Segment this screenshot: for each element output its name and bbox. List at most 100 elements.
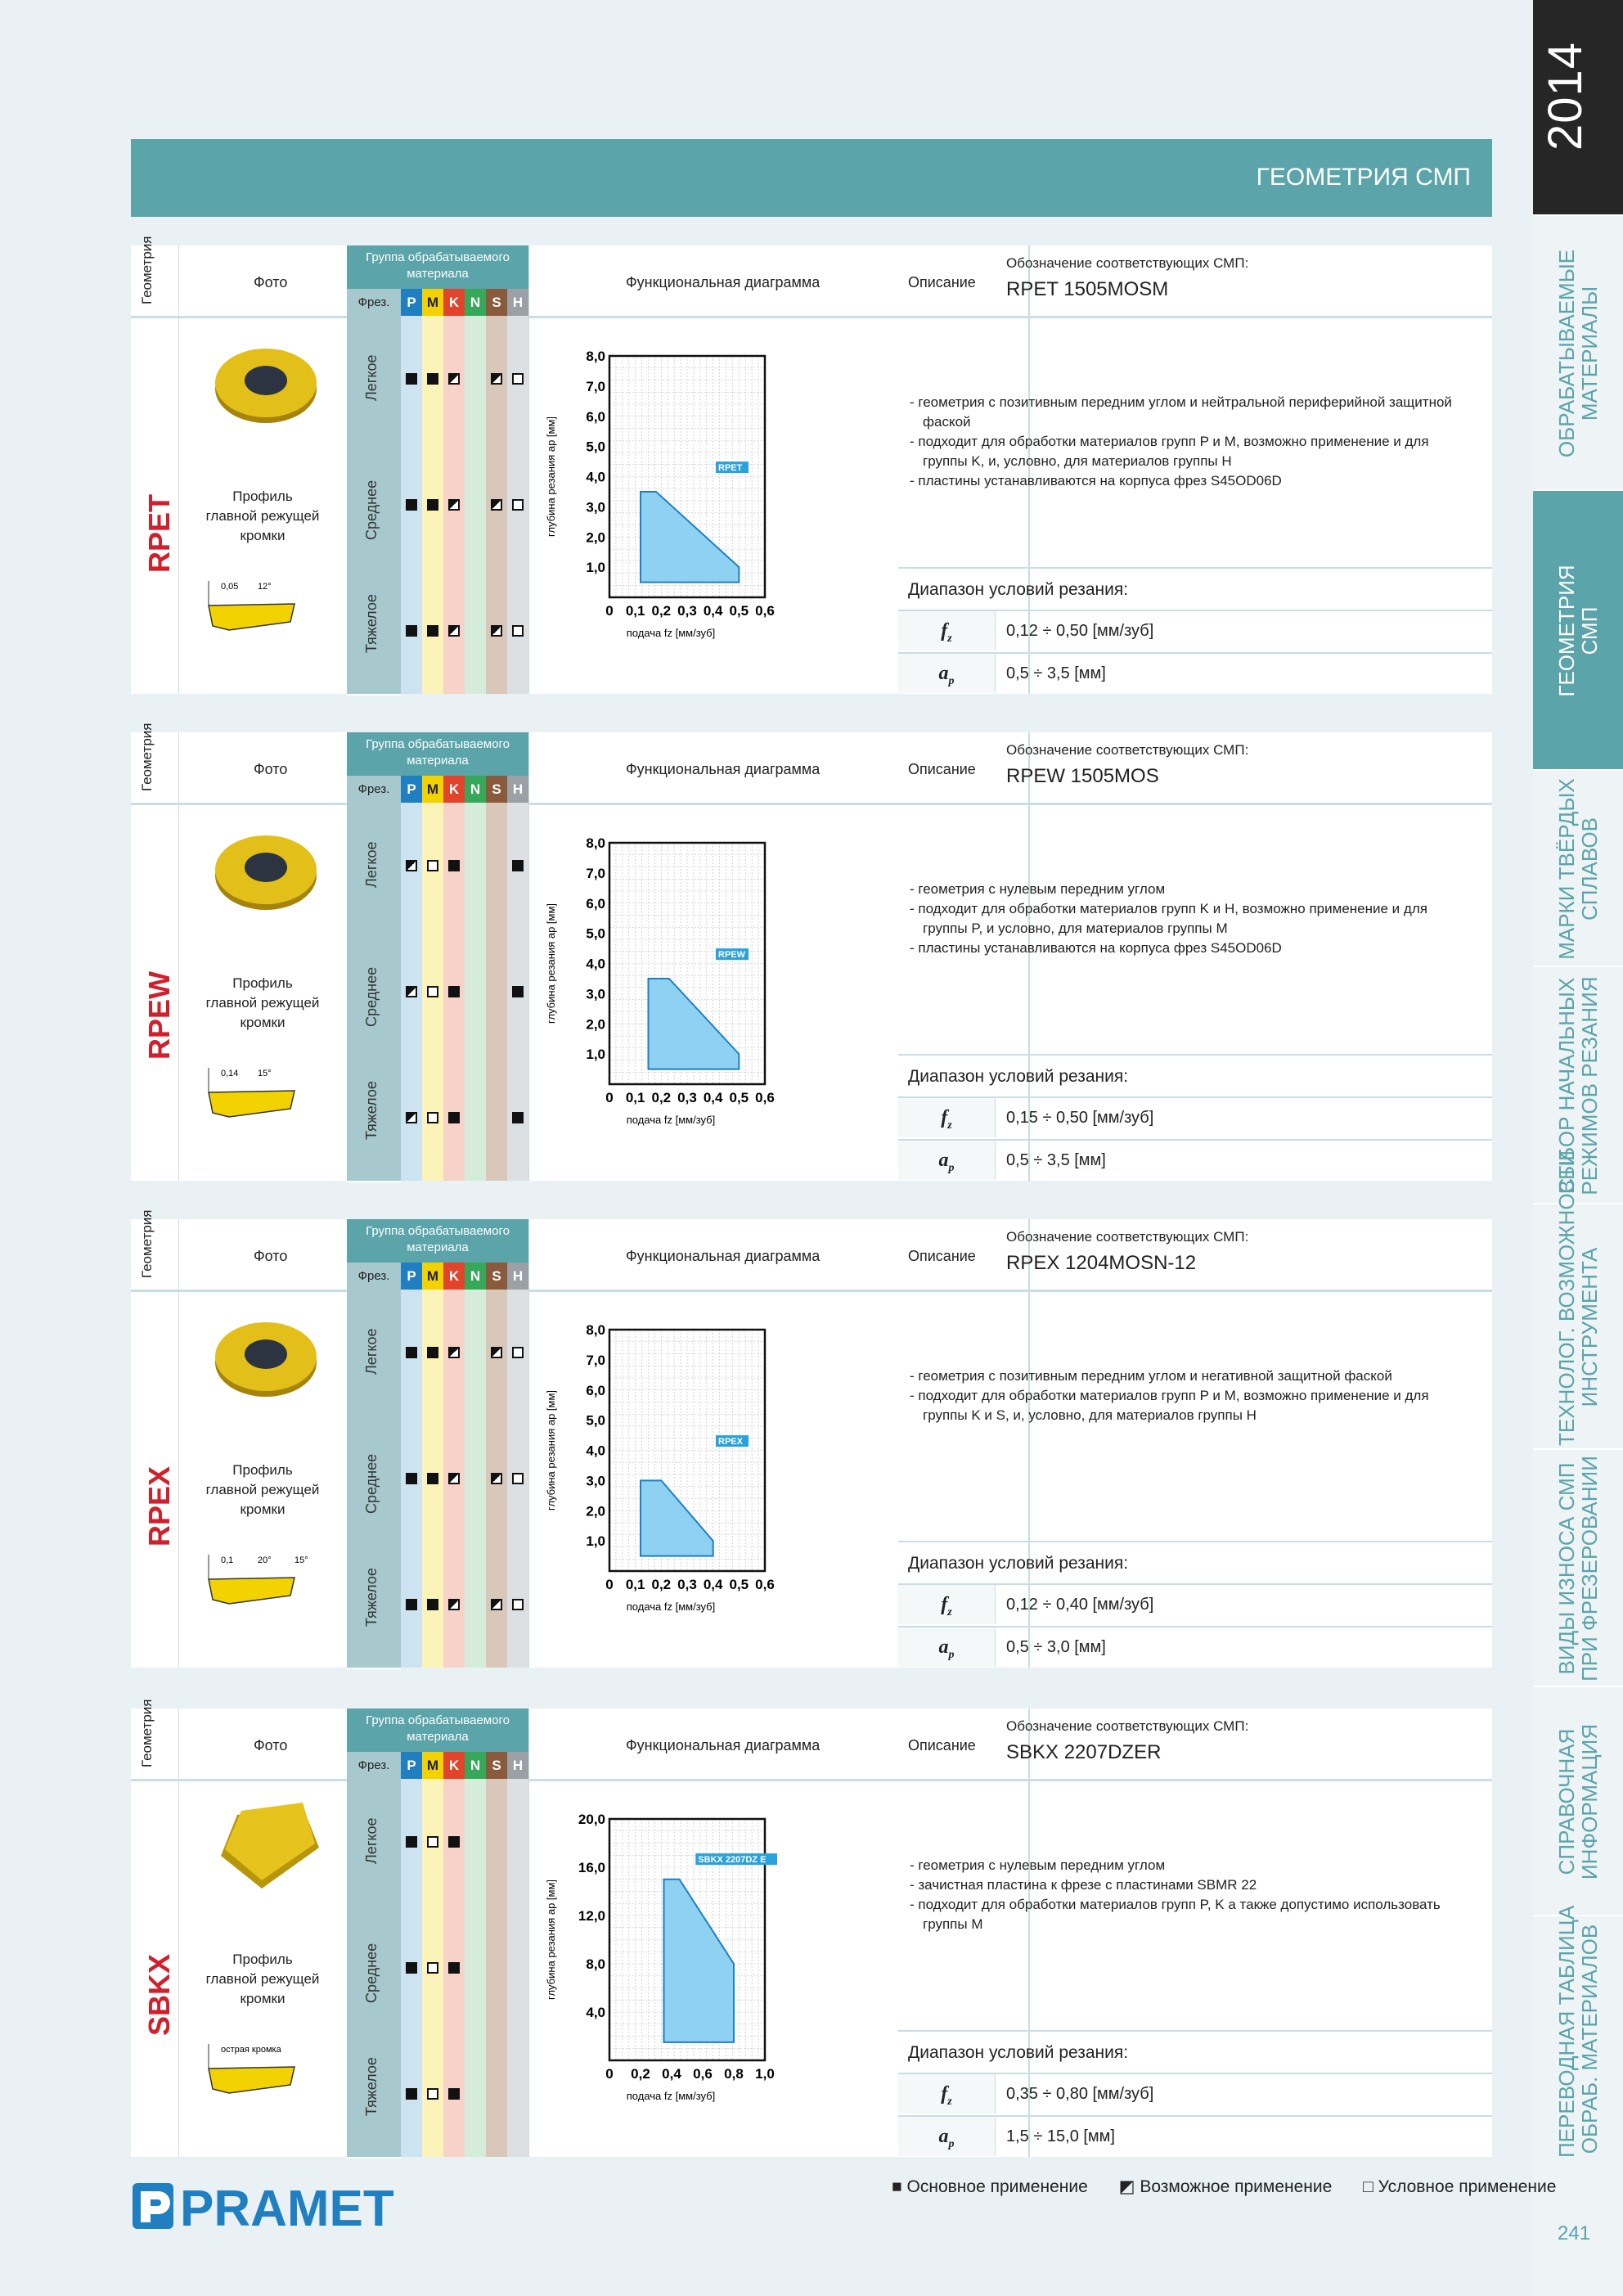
insert-photo xyxy=(205,1799,327,1901)
mode-0: Легкое xyxy=(347,1290,401,1417)
y-tick-label: 8,0 xyxy=(586,349,605,364)
side-tab-1[interactable]: ГЕОМЕТРИЯ СМП xyxy=(1533,489,1623,771)
series-label-bg xyxy=(716,461,749,474)
side-tab-4[interactable]: ТЕХНОЛОГ. ВОЗМОЖНОСТИ ИНСТРУМЕНТА xyxy=(1533,1150,1623,1450)
insert-block-rpex: Геометрия RPEX Профиль главной режущей к… xyxy=(131,1210,1492,1669)
applicability-possible xyxy=(491,1599,502,1610)
ap-symbol: ap xyxy=(898,1141,996,1180)
side-tab-label: МАРКИ ТВЁРДЫХ СПЛАВОВ xyxy=(1554,778,1602,960)
mode-0: Легкое xyxy=(347,316,401,443)
edge-profile-drawing: острая кромка xyxy=(196,2036,319,2122)
group-stripe-N xyxy=(465,803,486,1181)
logo-text: PRAMET xyxy=(180,2181,394,2234)
geometry-code: SBKX xyxy=(142,1953,176,2036)
applicability-conditional xyxy=(427,1962,438,1974)
functional-diagram: RPEX 0 0,1 0,2 0,3 0,4 0,5 0,6 1,0 2,0 3,0 4,0 5,0 6,… xyxy=(545,1322,775,1613)
insert-block-rpew: Геометрия RPEW Профиль главной режущей к… xyxy=(131,723,1492,1182)
x-tick-label: 0,5 xyxy=(730,1577,749,1592)
x-tick-label: 0,4 xyxy=(704,1577,723,1592)
ap-row: ap 1,5 ÷ 15,0 [мм] xyxy=(898,2117,1492,2156)
applicability-possible xyxy=(448,499,460,511)
side-tab-7[interactable]: ПЕРЕВОДНАЯ ТАБЛИЦА ОБРАБ. МАТЕРИАЛОВ xyxy=(1533,1906,1623,2162)
mode-label: Тяжелое xyxy=(363,1081,380,1140)
applicability-conditional xyxy=(427,860,438,871)
description-list: - геометрия с нулевым передним углом - по… xyxy=(910,880,1474,958)
applicability-conditional xyxy=(427,2088,438,2100)
ap-symbol: ap xyxy=(898,1627,996,1667)
group-stripe-S xyxy=(486,1779,507,2157)
fz-value: 0,15 ÷ 0,50 [мм/зуб] xyxy=(1006,1109,1154,1127)
milling-label: Фрез. xyxy=(347,289,401,316)
applicability-primary xyxy=(406,499,417,511)
side-tab-0[interactable]: ОБРАБАТЫВАЕМЫЕ МАТЕРИАЛЫ xyxy=(1533,214,1623,491)
series-label: RPEW xyxy=(718,950,746,960)
designation-label: Обозначение соответствующих СМП: xyxy=(1006,1718,1249,1734)
applicability-conditional xyxy=(427,986,438,997)
block-header xyxy=(131,1708,1492,1781)
group-header: Группа обрабатываемого материала xyxy=(347,1708,528,1752)
divider xyxy=(898,2115,1492,2117)
x-tick-label: 0,3 xyxy=(677,1090,697,1105)
series-label-bg xyxy=(716,1435,749,1447)
side-tab-2[interactable]: МАРКИ ТВЁРДЫХ СПЛАВОВ xyxy=(1533,769,1623,967)
applicability-primary xyxy=(512,986,524,997)
side-tab-label: ВИДЫ ИЗНОСА СМП ПРИ ФРЕЗЕРОВАНИИ xyxy=(1554,1456,1602,1681)
insert-code: RPEX 1204MOSN-12 xyxy=(1006,1252,1197,1274)
group-stripe-S xyxy=(486,803,507,1181)
y-tick-label: 1,0 xyxy=(586,1047,605,1062)
applicability-primary xyxy=(512,1112,524,1123)
group-N: N xyxy=(465,1263,486,1290)
group-H: H xyxy=(507,289,528,316)
divider xyxy=(898,610,1492,611)
profile-label: Профиль главной режущей кромки xyxy=(205,975,320,1030)
applicability-primary xyxy=(427,1347,438,1358)
applicability-primary xyxy=(406,373,417,385)
pramet-logo: PRAMET xyxy=(131,2177,401,2238)
geometry-column: Геометрия RPEW xyxy=(131,723,179,1181)
description-item: - геометрия с нулевым передним углом xyxy=(910,881,1166,897)
divider xyxy=(898,1541,1492,1542)
mode-1: Среднее xyxy=(347,1416,401,1543)
insert-code: SBKX 2207DZER xyxy=(1006,1741,1162,1763)
legend-conditional: □ Условное применение xyxy=(1363,2177,1557,2196)
x-axis-label: подача fz [мм/зуб] xyxy=(627,627,715,639)
side-tab-6[interactable]: СПРАВОЧНАЯ ИНФОРМАЦИЯ xyxy=(1533,1686,1623,1916)
side-tab-3[interactable]: ВЫБОР НАЧАЛЬНЫХ РЕЖИМОВ РЕЗАНИЯ xyxy=(1533,966,1623,1204)
x-tick-label: 0,6 xyxy=(755,603,775,619)
x-tick-label: 0,3 xyxy=(677,1577,697,1592)
divider xyxy=(898,652,1492,654)
applicability-primary xyxy=(448,1112,460,1123)
x-tick-label: 0,2 xyxy=(652,1577,672,1592)
y-tick-label: 4,0 xyxy=(586,957,605,972)
group-header: Группа обрабатываемого материала xyxy=(347,732,528,776)
applicability-possible xyxy=(491,1473,502,1484)
ap-row: ap 0,5 ÷ 3,5 [мм] xyxy=(898,654,1492,693)
applicability-primary xyxy=(427,625,438,637)
mode-label: Легкое xyxy=(363,841,380,889)
applicability-conditional xyxy=(512,1347,524,1358)
group-header: Группа обрабатываемого материала xyxy=(347,1219,528,1263)
block-header xyxy=(131,245,1492,318)
geometry-label: Геометрия xyxy=(139,1209,155,1279)
applicability-primary xyxy=(406,1962,417,1974)
cutting-range-area xyxy=(647,977,740,1070)
mode-2: Тяжелое xyxy=(347,1542,401,1669)
section-title: ГЕОМЕТРИЯ СМП xyxy=(1256,164,1471,191)
side-tab-5[interactable]: ВИДЫ ИЗНОСА СМП ПРИ ФРЕЗЕРОВАНИИ xyxy=(1533,1448,1623,1687)
insert-code: RPET 1505MOSM xyxy=(1006,278,1169,300)
x-tick-label: 0,2 xyxy=(631,2066,650,2082)
year-badge: 2014 xyxy=(1533,0,1623,214)
y-axis-label: глубина резания ap [мм] xyxy=(545,903,557,1024)
x-tick-label: 0,6 xyxy=(755,1577,775,1592)
group-H: H xyxy=(507,776,528,803)
y-tick-label: 8,0 xyxy=(586,835,605,851)
group-M: M xyxy=(422,289,443,316)
side-tab-label: ГЕОМЕТРИЯ СМП xyxy=(1554,565,1602,697)
group-P: P xyxy=(401,289,422,316)
ap-value: 0,5 ÷ 3,0 [мм] xyxy=(1006,1638,1106,1656)
fz-row: fz 0,12 ÷ 0,40 [мм/зуб] xyxy=(898,1585,1492,1624)
applicability-possible xyxy=(448,1599,460,1610)
applicability-conditional xyxy=(512,1599,524,1610)
group-header: Группа обрабатываемого материала xyxy=(347,245,528,289)
mode-1: Среднее xyxy=(347,1905,401,2033)
